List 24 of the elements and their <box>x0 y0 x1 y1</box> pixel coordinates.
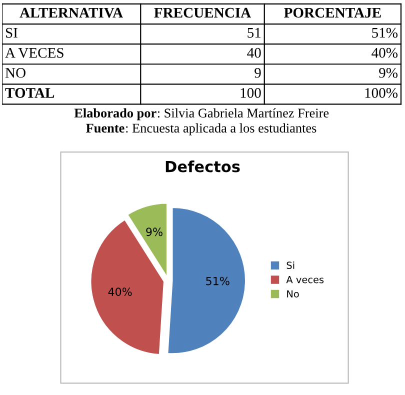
chart-title: Defectos <box>166 160 240 172</box>
data-label: 100 <box>240 88 261 98</box>
category-label: SI <box>6 28 18 38</box>
data-label: 51% <box>372 28 398 38</box>
category-label: TOTAL <box>5 88 54 98</box>
data-label: 51% <box>206 276 230 286</box>
legend-title: ALTERNATIVA <box>20 8 123 18</box>
text: Elaborado por: Silvia Gabriela Martínez Freire <box>74 108 329 120</box>
legend-label: Si <box>286 261 294 269</box>
data-label: 40% <box>372 48 398 58</box>
data-label: 100% <box>365 88 398 98</box>
category-label: A VECES <box>5 48 64 58</box>
data-label: 40% <box>108 288 132 296</box>
legend-label: No <box>287 290 299 298</box>
source-note: Fuente: Encuesta aplicada a los estudiantes <box>86 123 316 136</box>
legend-label: A veces <box>286 276 324 284</box>
text: FRECUENCIA <box>154 8 252 18</box>
data-label: 9% <box>146 228 162 236</box>
data-label: 40 <box>247 48 261 58</box>
data-label: 9% <box>379 68 398 78</box>
text: PORCENTAJE <box>284 8 381 18</box>
data-label: 9 <box>254 68 261 78</box>
category-label: NO <box>5 68 26 78</box>
data-label: 51 <box>248 28 261 38</box>
